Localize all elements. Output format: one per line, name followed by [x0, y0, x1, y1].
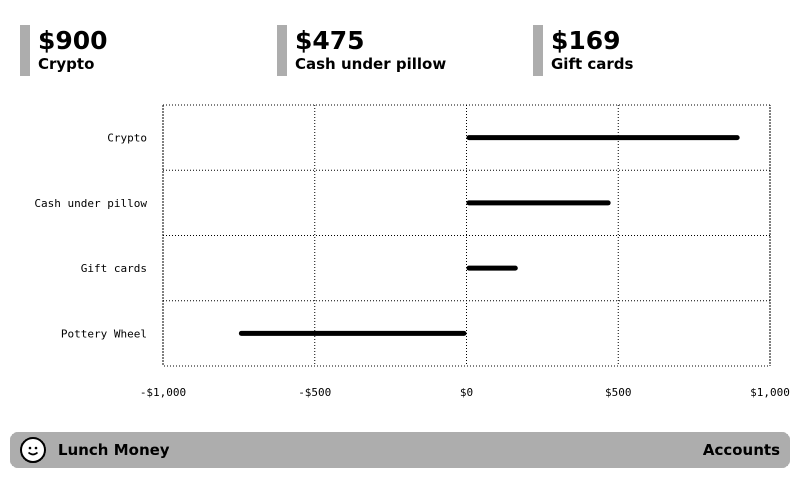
chart-category-labels: Crypto Cash under pillow Gift cards Pottery… — [34, 132, 147, 341]
chart-x-tick-label: $500 — [605, 386, 632, 399]
footer-bar: Lunch Money Accounts — [10, 432, 790, 468]
chart-category-label: Gift cards — [81, 262, 147, 275]
stat-accent-bar — [20, 25, 30, 76]
stat-value: $169 — [551, 26, 621, 55]
chart-bars — [238, 135, 740, 336]
chart-x-tick-label: -$500 — [298, 386, 331, 399]
app-name[interactable]: Lunch Money — [58, 441, 170, 459]
stat-label: Crypto — [38, 55, 95, 73]
chart-bar-pottery-wheel[interactable] — [238, 330, 467, 336]
stat-accent-bar — [533, 25, 543, 76]
chart-x-tick-labels: -$1,000 -$500 $0 $500 $1,000 — [140, 386, 790, 399]
chart-category-label: Cash under pillow — [34, 197, 147, 210]
stat-label: Gift cards — [551, 55, 634, 73]
chart-x-tick-label: $1,000 — [750, 386, 790, 399]
balance-bar-chart: Crypto Cash under pillow Gift cards Pottery… — [34, 104, 790, 399]
chart-bar-crypto[interactable] — [466, 135, 740, 141]
stat-value: $475 — [295, 26, 365, 55]
chart-bar-gift-cards[interactable] — [466, 265, 518, 271]
chart-grid — [162, 104, 771, 367]
chart-x-tick-label: -$1,000 — [140, 386, 186, 399]
chart-bar-cash-under-pillow[interactable] — [466, 200, 611, 206]
chart-x-tick-label: $0 — [460, 386, 473, 399]
chart-category-label: Crypto — [107, 132, 147, 145]
smiley-face-icon[interactable] — [20, 437, 46, 463]
stat-accent-bar — [277, 25, 287, 76]
section-title[interactable]: Accounts — [702, 441, 780, 459]
chart-category-label: Pottery Wheel — [61, 327, 147, 340]
stat-value: $900 — [38, 26, 108, 55]
stat-label: Cash under pillow — [295, 55, 447, 73]
